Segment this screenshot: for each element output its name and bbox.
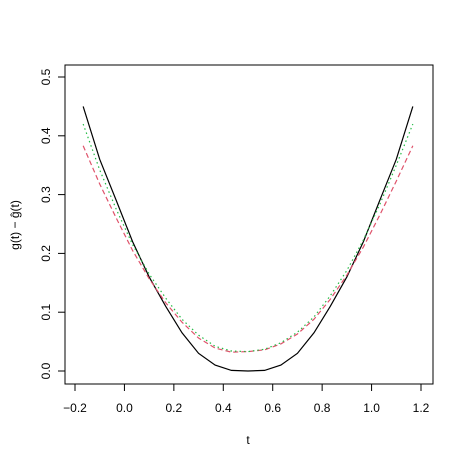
x-tick-label: 1.2 [413, 401, 430, 415]
series-line-1 [82, 106, 414, 372]
y-axis-title: g(t) − ĝ(t) [8, 200, 22, 250]
plot-box [64, 64, 434, 385]
x-axis-title: t [246, 433, 250, 447]
y-tick-label: 0.4 [39, 127, 53, 144]
y-tick-label: 0.5 [39, 68, 53, 85]
series-layer [82, 106, 414, 372]
x-tick-label: −0.2 [63, 401, 87, 415]
x-tick-label: 0.8 [314, 401, 331, 415]
x-tick-label: 0.0 [116, 401, 133, 415]
series-line-2 [82, 145, 414, 353]
y-tick-label: 0.1 [39, 304, 53, 321]
x-tick-label: 0.2 [166, 401, 183, 415]
y-tick-label: 0.2 [39, 245, 53, 262]
x-axis: −0.2 0.0 0.2 0.4 0.6 0.8 1.0 1.2 [63, 383, 430, 415]
x-tick-label: 0.6 [264, 401, 281, 415]
y-tick-label: 0.0 [39, 362, 53, 379]
y-tick-label: 0.3 [39, 186, 53, 203]
x-tick-label: 0.4 [215, 401, 232, 415]
series-line-3 [82, 123, 414, 353]
x-tick-label: 1.0 [363, 401, 380, 415]
y-axis: 0.0 0.1 0.2 0.3 0.4 0.5 [39, 68, 66, 379]
